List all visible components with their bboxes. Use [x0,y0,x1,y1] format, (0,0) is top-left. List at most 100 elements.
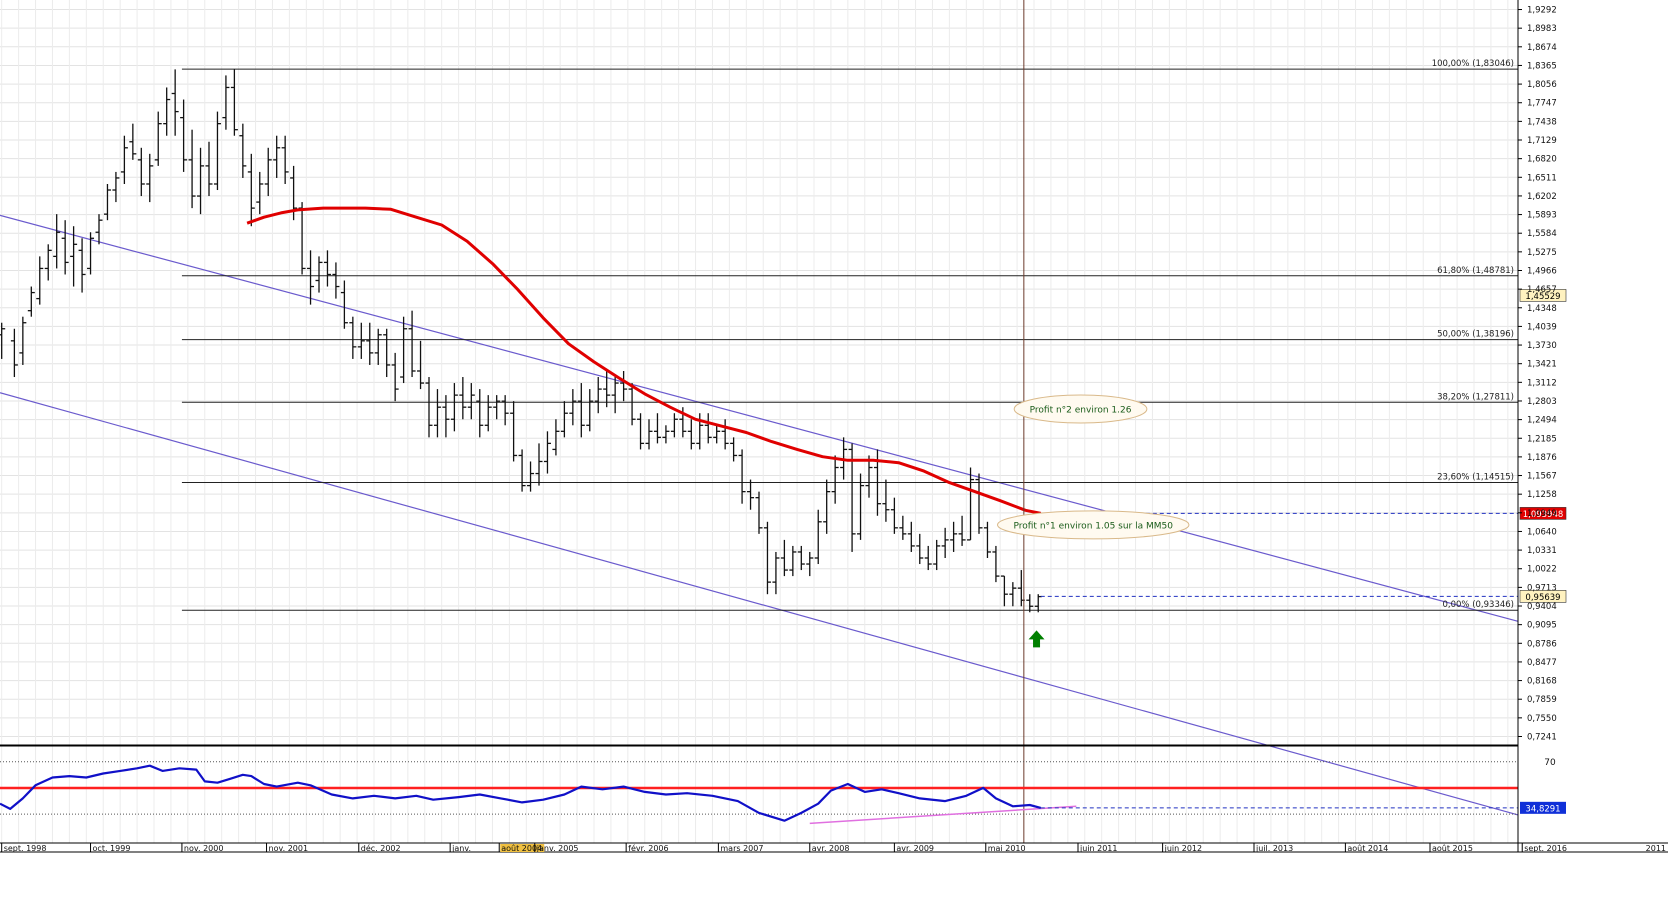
price-bar [273,135,281,178]
x-tick-label: juil. 2013 [1255,844,1293,853]
price-bar [417,340,425,390]
y-tick-label: 0,7859 [1527,695,1557,705]
price-box [1519,590,1567,603]
y-tick-label: 1,4039 [1527,322,1557,332]
price-bar [433,389,441,438]
y-tick-label: 1,2185 [1527,434,1557,444]
price-bar [560,401,568,438]
y-tick-label: 0,8168 [1527,677,1557,687]
price-bar [747,479,755,510]
price-bar [264,147,272,197]
osc-value-label: 34,8291 [1525,804,1560,814]
x-tick-label: avr. 2009 [896,844,934,853]
y-tick-label: 0,9713 [1527,583,1557,593]
price-bar [298,202,306,275]
price-bar [239,123,247,178]
price-bar [163,87,171,136]
y-tick-label: 1,9292 [1527,6,1557,16]
x-tick-label: sept. 1998 [4,844,47,853]
y-tick-label: 1,4966 [1527,266,1557,276]
price-bar [975,473,983,534]
price-bar [493,395,501,420]
fib-level-label: 100,00% (1,83046) [1432,59,1514,69]
price-box [1519,507,1567,520]
price-bar [721,419,729,450]
fib-level-label: 23,60% (1,14515) [1437,473,1514,483]
price-bar [87,232,95,275]
price-bar [704,413,712,444]
osc-level-label: 70 [1544,758,1556,768]
x-tick-label: mai 2010 [988,844,1026,853]
annotation: Profit n°2 environ 1.26 [1013,394,1148,424]
y-tick-label: 1,4657 [1527,285,1557,295]
osc-value-box [1520,801,1566,814]
price-bar [103,183,111,221]
price-bar [476,389,484,438]
y-tick-label: 1,5275 [1527,248,1557,258]
y-tick-label: 1,0331 [1527,546,1557,556]
price-bar [307,250,315,305]
divergence-line [809,805,1077,825]
price-bar [823,479,831,534]
price-bar [611,377,619,414]
x-tick-label: juin 2012 [1164,844,1203,853]
price-bar [400,316,408,384]
moving-average-line [246,206,1042,515]
x-tick-label: août 2015 [1432,844,1473,853]
x-tick-label: sept. 2016 [1524,844,1567,853]
price-bar [129,123,137,160]
price-bar [806,551,814,577]
x-tick-label: nov. 2001 [269,844,309,853]
y-tick-label: 1,7129 [1527,136,1557,146]
price-bar [19,316,27,365]
channel-line-upper [0,214,1519,622]
price-bar [1000,575,1008,607]
price-bar [924,545,932,571]
y-tick-label: 1,1258 [1527,490,1557,500]
price-bar [967,467,975,541]
price-bar [0,322,6,359]
fib-level-label: 38,20% (1,27811) [1437,392,1514,402]
oscillator-line [0,764,1042,822]
price-bar [442,395,450,438]
y-tick-label: 1,3112 [1527,378,1557,388]
y-tick-label: 1,6820 [1527,155,1557,165]
price-bar [780,539,788,577]
price-bar [120,135,128,184]
x-tick-label: juin 2011 [1079,844,1118,853]
y-tick-label: 1,5584 [1527,229,1557,239]
price-bar [459,377,467,420]
moving-average [246,206,1042,515]
price-tag-label: 1,45529 [1525,292,1560,302]
y-tick-label: 0,9095 [1527,621,1557,631]
price-bar [95,214,103,245]
price-bar [552,419,560,456]
fibonacci-levels: 100,00% (1,83046) 61,80% (1,48781) 50,00% … [181,59,1518,611]
price-bar [535,443,543,486]
price-tag-box [1519,289,1567,302]
price-bar [527,461,535,492]
price-bar [391,352,399,402]
price-bar [577,383,585,438]
y-tick-label: 1,0022 [1527,565,1557,575]
annotations: Profit n°2 environ 1.26 Profit n°1 enviro… [996,394,1190,540]
price-bar [36,256,44,305]
y-tick-label: 1,3730 [1527,341,1557,351]
oscillator-panel [0,745,1518,825]
price-bar [857,473,865,540]
price-bar [543,431,551,474]
up-arrow-icon [1028,630,1045,648]
price-bar [78,238,86,293]
price-bar [738,449,746,504]
price-bar [950,521,958,552]
x-tick-label: janv. 2005 [536,844,579,853]
price-bar [958,515,966,546]
price-bar [484,395,492,432]
price-bar [933,539,941,571]
axes: 1,093948 0,95639 1,45529 70 34,8291 1,9292 1,8… [0,0,1668,853]
price-bar [907,521,915,552]
price-bar [763,521,771,595]
price-bar [518,449,526,492]
price-bar [281,135,289,184]
